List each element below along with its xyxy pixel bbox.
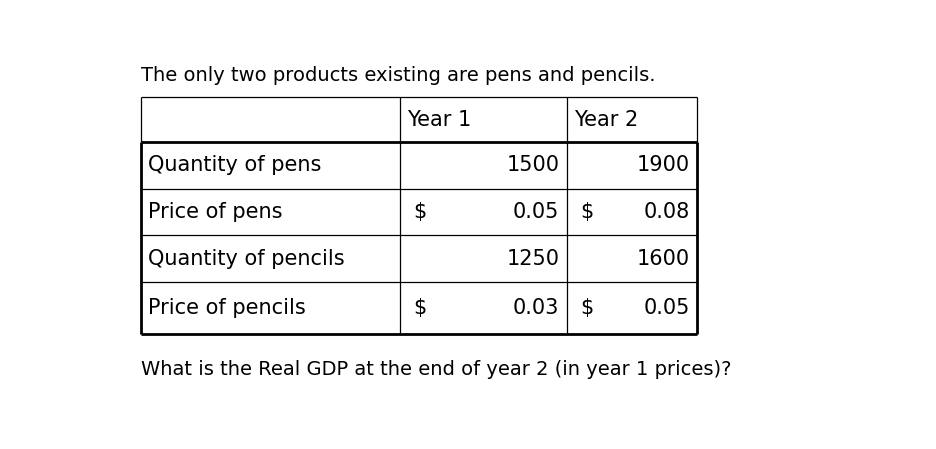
Text: Year 2: Year 2 bbox=[574, 110, 638, 130]
Text: Quantity of pens: Quantity of pens bbox=[148, 155, 322, 176]
Text: 0.03: 0.03 bbox=[513, 298, 560, 318]
Text: 0.05: 0.05 bbox=[644, 298, 690, 318]
Text: $: $ bbox=[413, 298, 426, 318]
Text: $: $ bbox=[413, 202, 426, 222]
Text: Price of pens: Price of pens bbox=[148, 202, 283, 222]
Text: Year 1: Year 1 bbox=[407, 110, 472, 130]
Text: 1250: 1250 bbox=[506, 249, 560, 269]
Text: 1500: 1500 bbox=[506, 155, 560, 176]
Text: 0.05: 0.05 bbox=[513, 202, 560, 222]
Text: The only two products existing are pens and pencils.: The only two products existing are pens … bbox=[141, 66, 655, 85]
Text: 1600: 1600 bbox=[636, 249, 690, 269]
Text: $: $ bbox=[579, 298, 593, 318]
Text: $: $ bbox=[579, 202, 593, 222]
Text: 1900: 1900 bbox=[636, 155, 690, 176]
Text: 0.08: 0.08 bbox=[644, 202, 690, 222]
Text: What is the Real GDP at the end of year 2 (in year 1 prices)?: What is the Real GDP at the end of year … bbox=[141, 360, 731, 379]
Text: Price of pencils: Price of pencils bbox=[148, 298, 306, 318]
Text: Quantity of pencils: Quantity of pencils bbox=[148, 249, 344, 269]
